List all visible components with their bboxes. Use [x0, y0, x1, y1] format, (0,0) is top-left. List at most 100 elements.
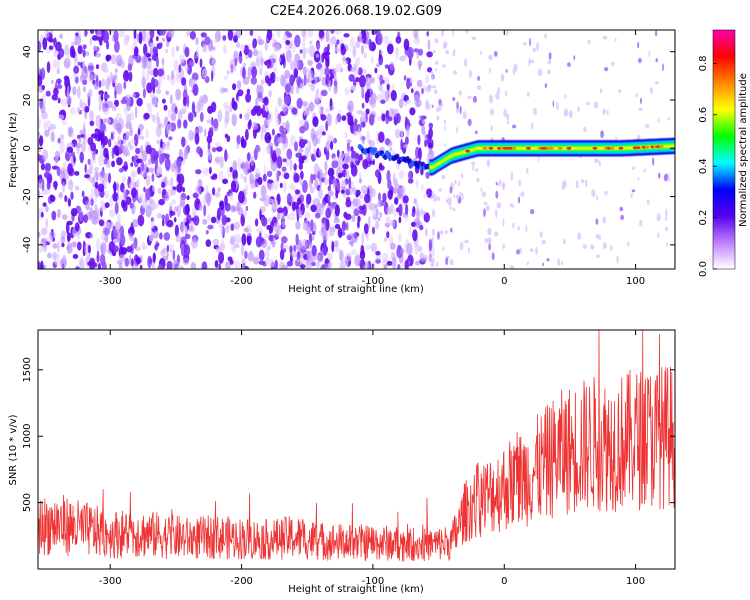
spectrogram-noise-cell [87, 261, 94, 266]
spectrogram-sparse-cell [529, 248, 534, 253]
spectrogram-noise-cell [181, 77, 187, 86]
spectrogram-sparse-cell [509, 203, 514, 208]
spectrogram-noise-cell [122, 70, 130, 82]
spectrogram-noise-cell [386, 206, 392, 216]
spectrogram-noise-cell [337, 156, 344, 168]
spectrogram-noise-cell [339, 260, 346, 269]
spectrogram-sparse-cell [646, 199, 650, 206]
spectrogram-noise-cell [334, 240, 339, 248]
spectrogram-noise-cell [175, 71, 182, 84]
spectrogram-noise-cell [337, 227, 343, 239]
spectrogram-noise-cell [98, 80, 102, 88]
spectrogram-noise-cell [138, 193, 144, 203]
spectrogram-noise-cell [130, 139, 136, 144]
spectrogram-noise-cell [316, 260, 320, 269]
spectrogram-noise-cell [261, 216, 268, 227]
spectrogram-noise-cell [196, 46, 200, 57]
spectrogram-noise-cell [260, 184, 267, 198]
spectrogram-noise-cell [388, 90, 392, 96]
spectrogram-noise-cell [325, 57, 330, 68]
spectrogram-noise-cell [368, 38, 372, 51]
spectrogram-noise-cell [133, 39, 137, 48]
spectrogram-noise-cell [253, 191, 257, 199]
spectrogram-noise-cell [345, 222, 349, 231]
spectrogram-noise-cell [321, 131, 326, 136]
spectrogram-noise-cell [67, 60, 71, 66]
spectrogram-noise-cell [360, 45, 365, 55]
spectrogram-noise-cell [355, 40, 361, 49]
spectrogram-noise-cell [308, 140, 312, 153]
spectrogram-noise-cell [262, 104, 266, 112]
colorbar-tick-label: 0.0 [698, 261, 709, 277]
spectrogram-sparse-cell [447, 197, 452, 206]
spectrogram-noise-cell [201, 261, 208, 269]
spectrogram-noise-cell [214, 192, 221, 198]
spectrogram-sparse-cell [552, 100, 555, 108]
spectrogram-noise-cell [358, 31, 363, 39]
spectrogram-noise-cell [137, 134, 140, 139]
spectrogram-noise-cell [131, 187, 137, 199]
spectrogram-noise-cell [105, 78, 111, 91]
spectrogram-noise-cell [386, 170, 391, 183]
spectrogram-noise-cell [229, 193, 234, 201]
spectrogram-noise-cell [202, 218, 208, 225]
spectrogram-noise-cell [249, 30, 254, 36]
spectrogram-noise-cell [87, 62, 95, 74]
spectrogram-noise-cell [76, 106, 81, 114]
spectrogram-noise-cell [61, 214, 68, 220]
spectrogram-noise-cell [302, 180, 308, 193]
spectrogram-noise-cell [161, 37, 166, 42]
spectrogram-noise-cell [320, 172, 327, 179]
spectrogram-sparse-cell [575, 180, 579, 189]
spectrogram-noise-cell [74, 143, 82, 149]
spectrogram-noise-cell [264, 43, 269, 50]
spectrogram-sparse-cell [449, 259, 454, 266]
spectrogram-noise-cell [296, 197, 302, 205]
spectrogram-noise-cell [112, 245, 119, 253]
spectrogram-sparse-cell [516, 249, 520, 255]
spectrogram-noise-cell [172, 249, 176, 261]
spectrogram-noise-cell [148, 167, 155, 173]
spectrogram-noise-cell [126, 113, 132, 125]
spectrogram-noise-cell [159, 153, 164, 165]
spectrogram-noise-cell [318, 131, 323, 139]
spectrogram-sparse-cell [513, 63, 518, 72]
spectrogram-noise-cell [170, 188, 176, 196]
spectrogram-noise-cell [279, 182, 283, 189]
spectrogram-noise-cell [325, 107, 330, 113]
spectrogram-sparse-cell [517, 196, 521, 204]
spectrogram-sparse-cell [488, 243, 491, 251]
spectrogram-noise-cell [170, 112, 177, 122]
spectrogram-sparse-cell [648, 50, 651, 58]
spectrogram-sparse-cell [444, 142, 446, 148]
spectrogram-noise-cell [100, 144, 104, 157]
spectrogram-noise-cell [191, 206, 197, 217]
spectrogram-noise-cell [236, 80, 242, 90]
spectrogram-noise-cell [57, 114, 65, 121]
spectrogram-sparse-cell [459, 105, 462, 115]
spectrogram-sparse-cell [458, 90, 462, 96]
spectrogram-noise-cell [84, 174, 90, 179]
spectrogram-noise-cell [386, 260, 393, 266]
spectrogram-noise-cell [146, 82, 153, 94]
spectrogram-noise-cell [90, 211, 96, 224]
spectrogram-sparse-cell [474, 130, 478, 135]
spectrogram-noise-cell [327, 185, 331, 192]
spectrogram-noise-cell [120, 144, 126, 154]
spectrogram-y-ticks: -40 -20 0 20 40 [22, 45, 675, 253]
spectrogram-noise-cell [145, 128, 149, 139]
spectrogram-sparse-cell [483, 201, 488, 206]
spectrogram-noise-cell [38, 135, 44, 147]
spectrogram-noise-cell [361, 232, 365, 246]
spectrogram-noise-cell [314, 72, 318, 86]
spectrogram-noise-cell [146, 59, 152, 71]
spectrogram-noise-cell [302, 47, 306, 59]
spectrogram-noise-cell [202, 43, 208, 53]
spectrogram-noise-cell [217, 109, 223, 122]
spectrogram-sparse-cell [449, 186, 453, 194]
spectrogram-noise-cell [136, 97, 143, 107]
spectrogram-noise-cell [304, 211, 311, 220]
spectrogram-noise-cell [77, 241, 82, 251]
spectrogram-noise-cell [212, 118, 219, 132]
spectrogram-noise-cell [70, 151, 76, 158]
